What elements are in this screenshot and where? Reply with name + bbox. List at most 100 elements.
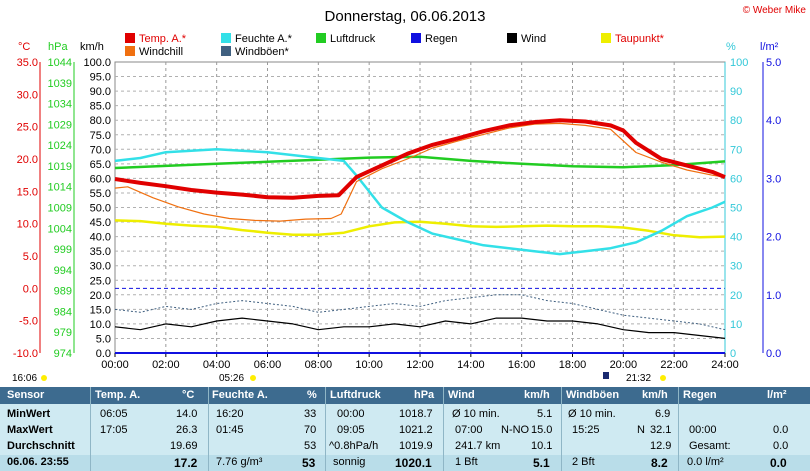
marker-sunset: 21:32 — [626, 373, 651, 384]
max-temp-time: 17:05 — [100, 424, 128, 436]
temp-tick: -10.0 — [13, 348, 38, 360]
min-wind-value: 5.1 — [537, 408, 553, 420]
min-temp-value: 14.0 — [176, 408, 198, 420]
temp-unit: °C — [18, 41, 30, 53]
series-lines — [114, 118, 726, 354]
legend-swatch — [507, 33, 517, 43]
now-gust-value: 8.2 — [651, 456, 668, 470]
now-wind-bft: 1 Bft — [455, 456, 478, 468]
header-hum: Feuchte A. — [212, 389, 268, 401]
marker-sunrise: 05:26 — [219, 373, 244, 384]
max-hum-time: 01:45 — [216, 424, 244, 436]
header-temp-unit: °C — [182, 389, 195, 401]
label-now: 06.06. 23:55 — [7, 456, 69, 468]
series-taupunkt — [114, 219, 726, 239]
wind-tick: 20.0 — [90, 290, 111, 302]
wind-tick: 85.0 — [90, 101, 111, 113]
avg-rain-label: Gesamt: — [689, 440, 731, 452]
max-rain-time: 00:00 — [689, 424, 717, 436]
pressure-tick: 1004 — [48, 223, 72, 235]
legend-label: Temp. A.* — [139, 33, 187, 45]
col-sep — [561, 387, 562, 471]
humidity-tick: 80 — [730, 115, 742, 127]
max-press-time: 09:05 — [337, 424, 365, 436]
rain-tick: 2.0 — [766, 232, 781, 244]
sun-icon — [250, 375, 256, 381]
time-markers: 16:06 05:26 21:32 — [12, 372, 666, 384]
time-tick: 06:00 — [254, 359, 282, 371]
label-max: MaxWert — [7, 424, 53, 436]
humidity-tick: 70 — [730, 144, 742, 156]
humidity-tick: 50 — [730, 203, 742, 215]
weather-chart: Donnerstag, 06.06.2013 © Weber Mike Temp… — [12, 5, 806, 384]
legend-swatch — [316, 33, 326, 43]
header-rain: Regen — [683, 389, 717, 401]
avg-wind-distance: 241.7 km — [455, 440, 501, 452]
avg-temp-value: 19.69 — [170, 440, 198, 452]
legend-swatch — [601, 33, 611, 43]
axis-units: °C hPa km/h % l/m² — [18, 41, 779, 53]
label-min: MinWert — [7, 408, 51, 420]
temp-tick: 0.0 — [23, 283, 38, 295]
wind-tick: 60.0 — [90, 173, 111, 185]
wind-tick: 90.0 — [90, 86, 111, 98]
legend-swatch — [221, 46, 231, 56]
wind-tick: 40.0 — [90, 232, 111, 244]
pressure-tick: 974 — [54, 348, 72, 360]
humidity-tick: 40 — [730, 232, 742, 244]
legend-label: Taupunkt* — [615, 33, 665, 45]
temp-tick: 10.0 — [17, 219, 38, 231]
now-press-value: 1020.1 — [395, 456, 432, 470]
current-row-bg — [0, 455, 810, 471]
wind-tick: 45.0 — [90, 217, 111, 229]
header-press: Luftdruck — [330, 389, 381, 401]
time-tick: 12:00 — [406, 359, 434, 371]
header-sensor: Sensor — [7, 389, 45, 401]
pressure-tick: 979 — [54, 327, 72, 339]
legend-swatch — [125, 33, 135, 43]
wind-tick: 5.0 — [96, 333, 111, 345]
humidity-tick: 100 — [730, 57, 748, 69]
wind-tick: 50.0 — [90, 203, 111, 215]
humidity-tick: 0 — [730, 348, 736, 360]
now-hum-value: 53 — [302, 456, 316, 470]
wind-tick: 100.0 — [83, 57, 111, 69]
rain-tick: 1.0 — [766, 290, 781, 302]
time-tick: 24:00 — [711, 359, 739, 371]
wind-tick: 75.0 — [90, 130, 111, 142]
wind-tick: 15.0 — [90, 304, 111, 316]
temp-tick: 5.0 — [23, 251, 38, 263]
pressure-tick: 1009 — [48, 203, 72, 215]
chart-title: Donnerstag, 06.06.2013 — [325, 8, 486, 25]
time-tick: 22:00 — [660, 359, 688, 371]
now-temp-value: 17.2 — [174, 456, 198, 470]
header-wind-unit: km/h — [524, 389, 550, 401]
temp-tick: 20.0 — [17, 154, 38, 166]
avg-hum-value: 53 — [304, 440, 317, 452]
min-press-value: 1018.7 — [399, 408, 433, 420]
wind-tick: 55.0 — [90, 188, 111, 200]
max-wind-value: 15.0 — [531, 424, 553, 436]
header-temp: Temp. A. — [95, 389, 141, 401]
max-hum-value: 70 — [304, 424, 317, 436]
pressure-tick: 1014 — [48, 182, 72, 194]
now-gust-bft: 2 Bft — [572, 456, 595, 468]
avg-gust-value: 12.9 — [650, 440, 672, 452]
pressure-tick: 1039 — [48, 78, 72, 90]
temp-tick: 25.0 — [17, 122, 38, 134]
pressure-tick: 1024 — [48, 140, 72, 152]
header-rain-unit: l/m² — [767, 389, 787, 401]
series-luftdruck — [114, 155, 726, 170]
rain-tick: 4.0 — [766, 115, 781, 127]
humidity-tick: 20 — [730, 290, 742, 302]
legend-label: Windchill — [139, 46, 183, 58]
legend-label: Luftdruck — [330, 33, 376, 45]
header-wind: Wind — [448, 389, 475, 401]
min-press-time: 00:00 — [337, 408, 365, 420]
humidity-tick: 10 — [730, 319, 742, 331]
col-sep — [443, 387, 444, 471]
header-press-unit: hPa — [414, 389, 435, 401]
header-hum-unit: % — [307, 389, 317, 401]
pressure-unit: hPa — [48, 41, 68, 53]
max-gust-dir: N — [637, 424, 645, 436]
